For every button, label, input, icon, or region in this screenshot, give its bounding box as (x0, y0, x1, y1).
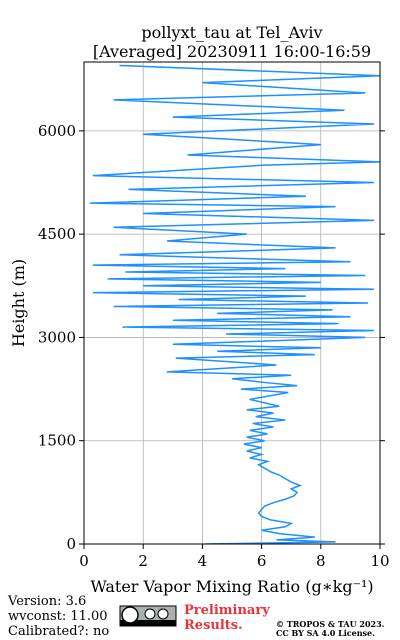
cc-badge (119, 605, 177, 627)
copyright: © TROPOS & TAU 2023. (276, 619, 385, 629)
chart-title: pollyxt_tau at Tel_Aviv (141, 23, 322, 42)
chart-subtitle: [Averaged] 20230911 16:00-16:59 (93, 42, 371, 61)
y-tick-label: 1500 (38, 432, 76, 450)
results: Results. (184, 618, 243, 633)
x-tick-label: 4 (198, 552, 208, 570)
x-tick-label: 10 (370, 552, 389, 570)
plot-area (89, 64, 380, 544)
profile-line (89, 64, 380, 544)
y-tick-label: 3000 (38, 328, 76, 346)
y-tick-label: 6000 (38, 122, 76, 140)
preliminary: Preliminary (184, 603, 270, 618)
wvconst: wvconst: 11.00 (8, 609, 108, 624)
axes-frame (83, 61, 381, 545)
x-axis-label: Water Vapor Mixing Ratio (g∗kg⁻¹) (90, 577, 373, 596)
calibrated: Calibrated?: no (8, 624, 109, 639)
x-tick-label: 0 (79, 552, 89, 570)
x-tick-label: 2 (138, 552, 148, 570)
x-tick-label: 8 (316, 552, 326, 570)
version: Version: 3.6 (7, 594, 86, 609)
y-tick-label: 0 (66, 535, 76, 553)
y-tick-label: 4500 (38, 225, 76, 243)
ticks: 0 2 4 6 8 10 0 1500 3000 4500 6000 (38, 122, 390, 570)
license: CC BY SA 4.0 License. (276, 628, 375, 638)
x-tick-label: 6 (257, 552, 267, 570)
y-axis-label: Height (m) (9, 259, 28, 347)
